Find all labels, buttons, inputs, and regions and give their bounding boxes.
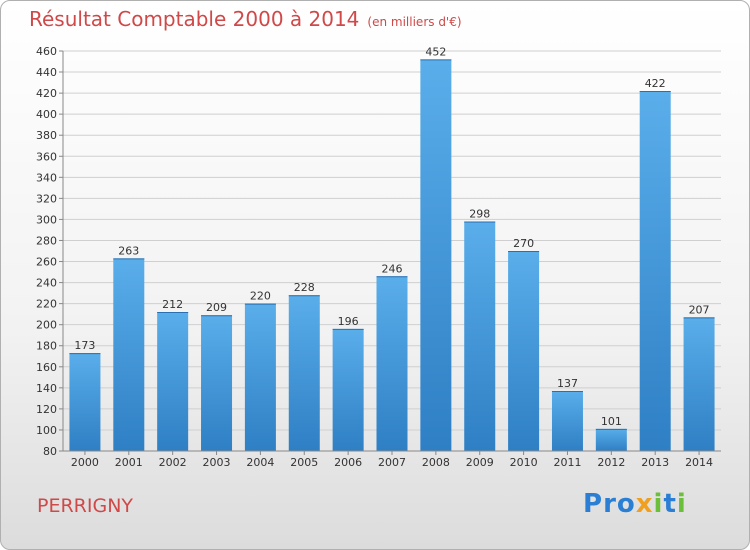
bar-2006 (332, 328, 364, 451)
x-tick-label: 2013 (641, 456, 669, 469)
data-label: 228 (294, 281, 315, 294)
data-label: 270 (513, 237, 534, 250)
logo-letter: o (616, 489, 636, 519)
commune-name: PERRIGNY (37, 495, 134, 517)
y-tick-label: 320 (36, 192, 57, 205)
data-label: 207 (689, 303, 710, 316)
data-label: 422 (645, 77, 666, 90)
x-tick-label: 2011 (553, 456, 581, 469)
data-label: 298 (469, 208, 490, 221)
y-tick-label: 340 (36, 171, 57, 184)
bar-2011 (551, 391, 583, 451)
logo-letter: t (663, 489, 677, 519)
chart-title: Résultat Comptable 2000 à 2014 (en millie… (29, 7, 462, 31)
y-tick-label: 160 (36, 361, 57, 374)
bar-2005 (288, 295, 320, 451)
data-label: 137 (557, 377, 578, 390)
y-tick-label: 460 (36, 45, 57, 58)
y-tick-label: 80 (43, 445, 57, 458)
chart-title-text: Résultat Comptable 2000 à 2014 (29, 7, 360, 31)
y-tick-label: 380 (36, 129, 57, 142)
y-tick-label: 240 (36, 277, 57, 290)
y-axis-ticks: 80 100 120 140 160 180 200 220 240 260 280 300 320 34… (36, 45, 63, 458)
y-tick-label: 280 (36, 234, 57, 247)
data-label: 209 (206, 301, 227, 314)
bar-2007 (376, 276, 408, 451)
data-labels: 173 263 212 209 220 228 196 246 452 298 270 137 101 4… (74, 45, 709, 427)
data-label: 452 (425, 45, 446, 58)
x-axis-ticks: 2000 2001 2002 2003 2004 2005 2006 2007 2008 2009… (71, 451, 713, 469)
x-tick-label: 2001 (115, 456, 143, 469)
y-tick-label: 300 (36, 213, 57, 226)
x-tick-label: 2014 (685, 456, 713, 469)
x-tick-label: 2005 (290, 456, 318, 469)
y-tick-label: 200 (36, 319, 57, 332)
x-tick-label: 2010 (510, 456, 538, 469)
data-label: 246 (382, 262, 403, 275)
x-tick-label: 2006 (334, 456, 362, 469)
y-tick-label: 360 (36, 150, 57, 163)
y-tick-label: 100 (36, 424, 57, 437)
x-tick-label: 2004 (246, 456, 274, 469)
bar-2012 (595, 428, 627, 451)
y-tick-label: 220 (36, 298, 57, 311)
bar-2004 (244, 303, 276, 451)
y-tick-label: 440 (36, 66, 57, 79)
logo-letter: i (676, 489, 687, 519)
logo-letter: x (635, 489, 654, 519)
logo-letter: P (583, 489, 604, 519)
bar-2008 (420, 59, 452, 451)
logo-letter: i (653, 489, 664, 519)
bar-2013 (639, 91, 671, 451)
x-tick-label: 2000 (71, 456, 99, 469)
bars (69, 59, 715, 451)
data-label: 173 (74, 339, 95, 352)
x-tick-label: 2002 (159, 456, 187, 469)
data-label: 263 (118, 244, 139, 257)
bar-2002 (157, 312, 189, 451)
bar-2001 (113, 258, 145, 451)
bar-2000 (69, 353, 101, 451)
data-label: 196 (338, 315, 359, 328)
bar-2014 (683, 317, 715, 451)
x-tick-label: 2009 (466, 456, 494, 469)
y-tick-label: 420 (36, 87, 57, 100)
y-tick-label: 180 (36, 340, 57, 353)
y-tick-label: 120 (36, 403, 57, 416)
proxiti-logo: Proxiti (583, 489, 687, 519)
data-label: 101 (601, 415, 622, 428)
x-tick-label: 2003 (203, 456, 231, 469)
data-label: 220 (250, 290, 271, 303)
data-label: 212 (162, 298, 183, 311)
y-tick-label: 260 (36, 256, 57, 269)
logo-letter: r (603, 489, 617, 519)
bar-2003 (201, 315, 233, 451)
x-tick-label: 2007 (378, 456, 406, 469)
y-tick-label: 400 (36, 108, 57, 121)
x-tick-label: 2008 (422, 456, 450, 469)
bar-2009 (464, 221, 496, 451)
y-tick-label: 140 (36, 382, 57, 395)
bar-2010 (508, 251, 540, 451)
x-tick-label: 2012 (597, 456, 625, 469)
chart-subtitle: (en milliers d'€) (367, 15, 462, 29)
